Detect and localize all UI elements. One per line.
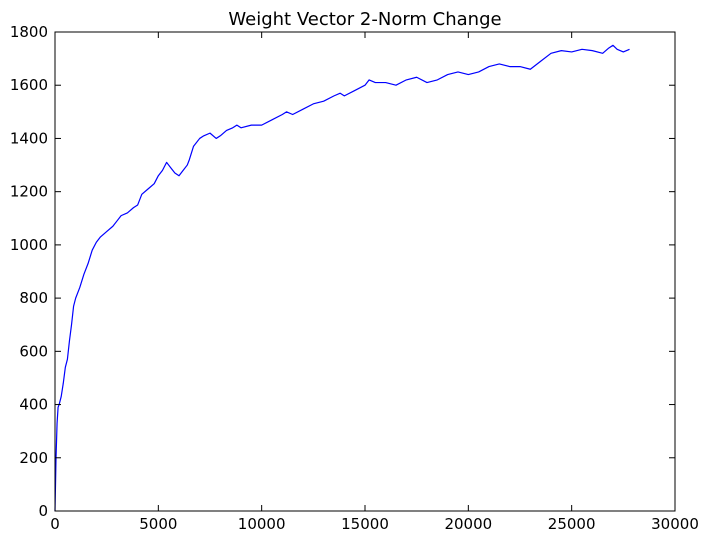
plot-area (54, 44, 630, 512)
axis-ticks: 0 5000 10000 15000 20000 25000 30000 0 200 400 600… (10, 23, 699, 533)
x-tick-label: 20000 (444, 515, 492, 533)
y-tick-label: 0 (38, 502, 48, 520)
x-tick-label: 25000 (548, 515, 596, 533)
y-tick-label: 1400 (10, 129, 48, 147)
x-tick-label: 5000 (139, 515, 177, 533)
axes-frame (54, 31, 676, 512)
y-tick-label: 1000 (10, 236, 48, 254)
series-line-0 (54, 44, 630, 512)
x-tick-label: 30000 (651, 515, 699, 533)
y-tick-label: 200 (19, 449, 48, 467)
y-tick-label: 800 (19, 289, 48, 307)
x-tick-label: 10000 (238, 515, 286, 533)
y-tick-label: 1200 (10, 183, 48, 201)
y-tick-label: 600 (19, 342, 48, 360)
x-tick-label: 15000 (341, 515, 389, 533)
y-tick-label: 1600 (10, 76, 48, 94)
x-tick-label: 0 (50, 515, 60, 533)
y-tick-label: 1800 (10, 23, 48, 41)
chart-title: Weight Vector 2-Norm Change (228, 9, 501, 30)
y-tick-label: 400 (19, 396, 48, 414)
